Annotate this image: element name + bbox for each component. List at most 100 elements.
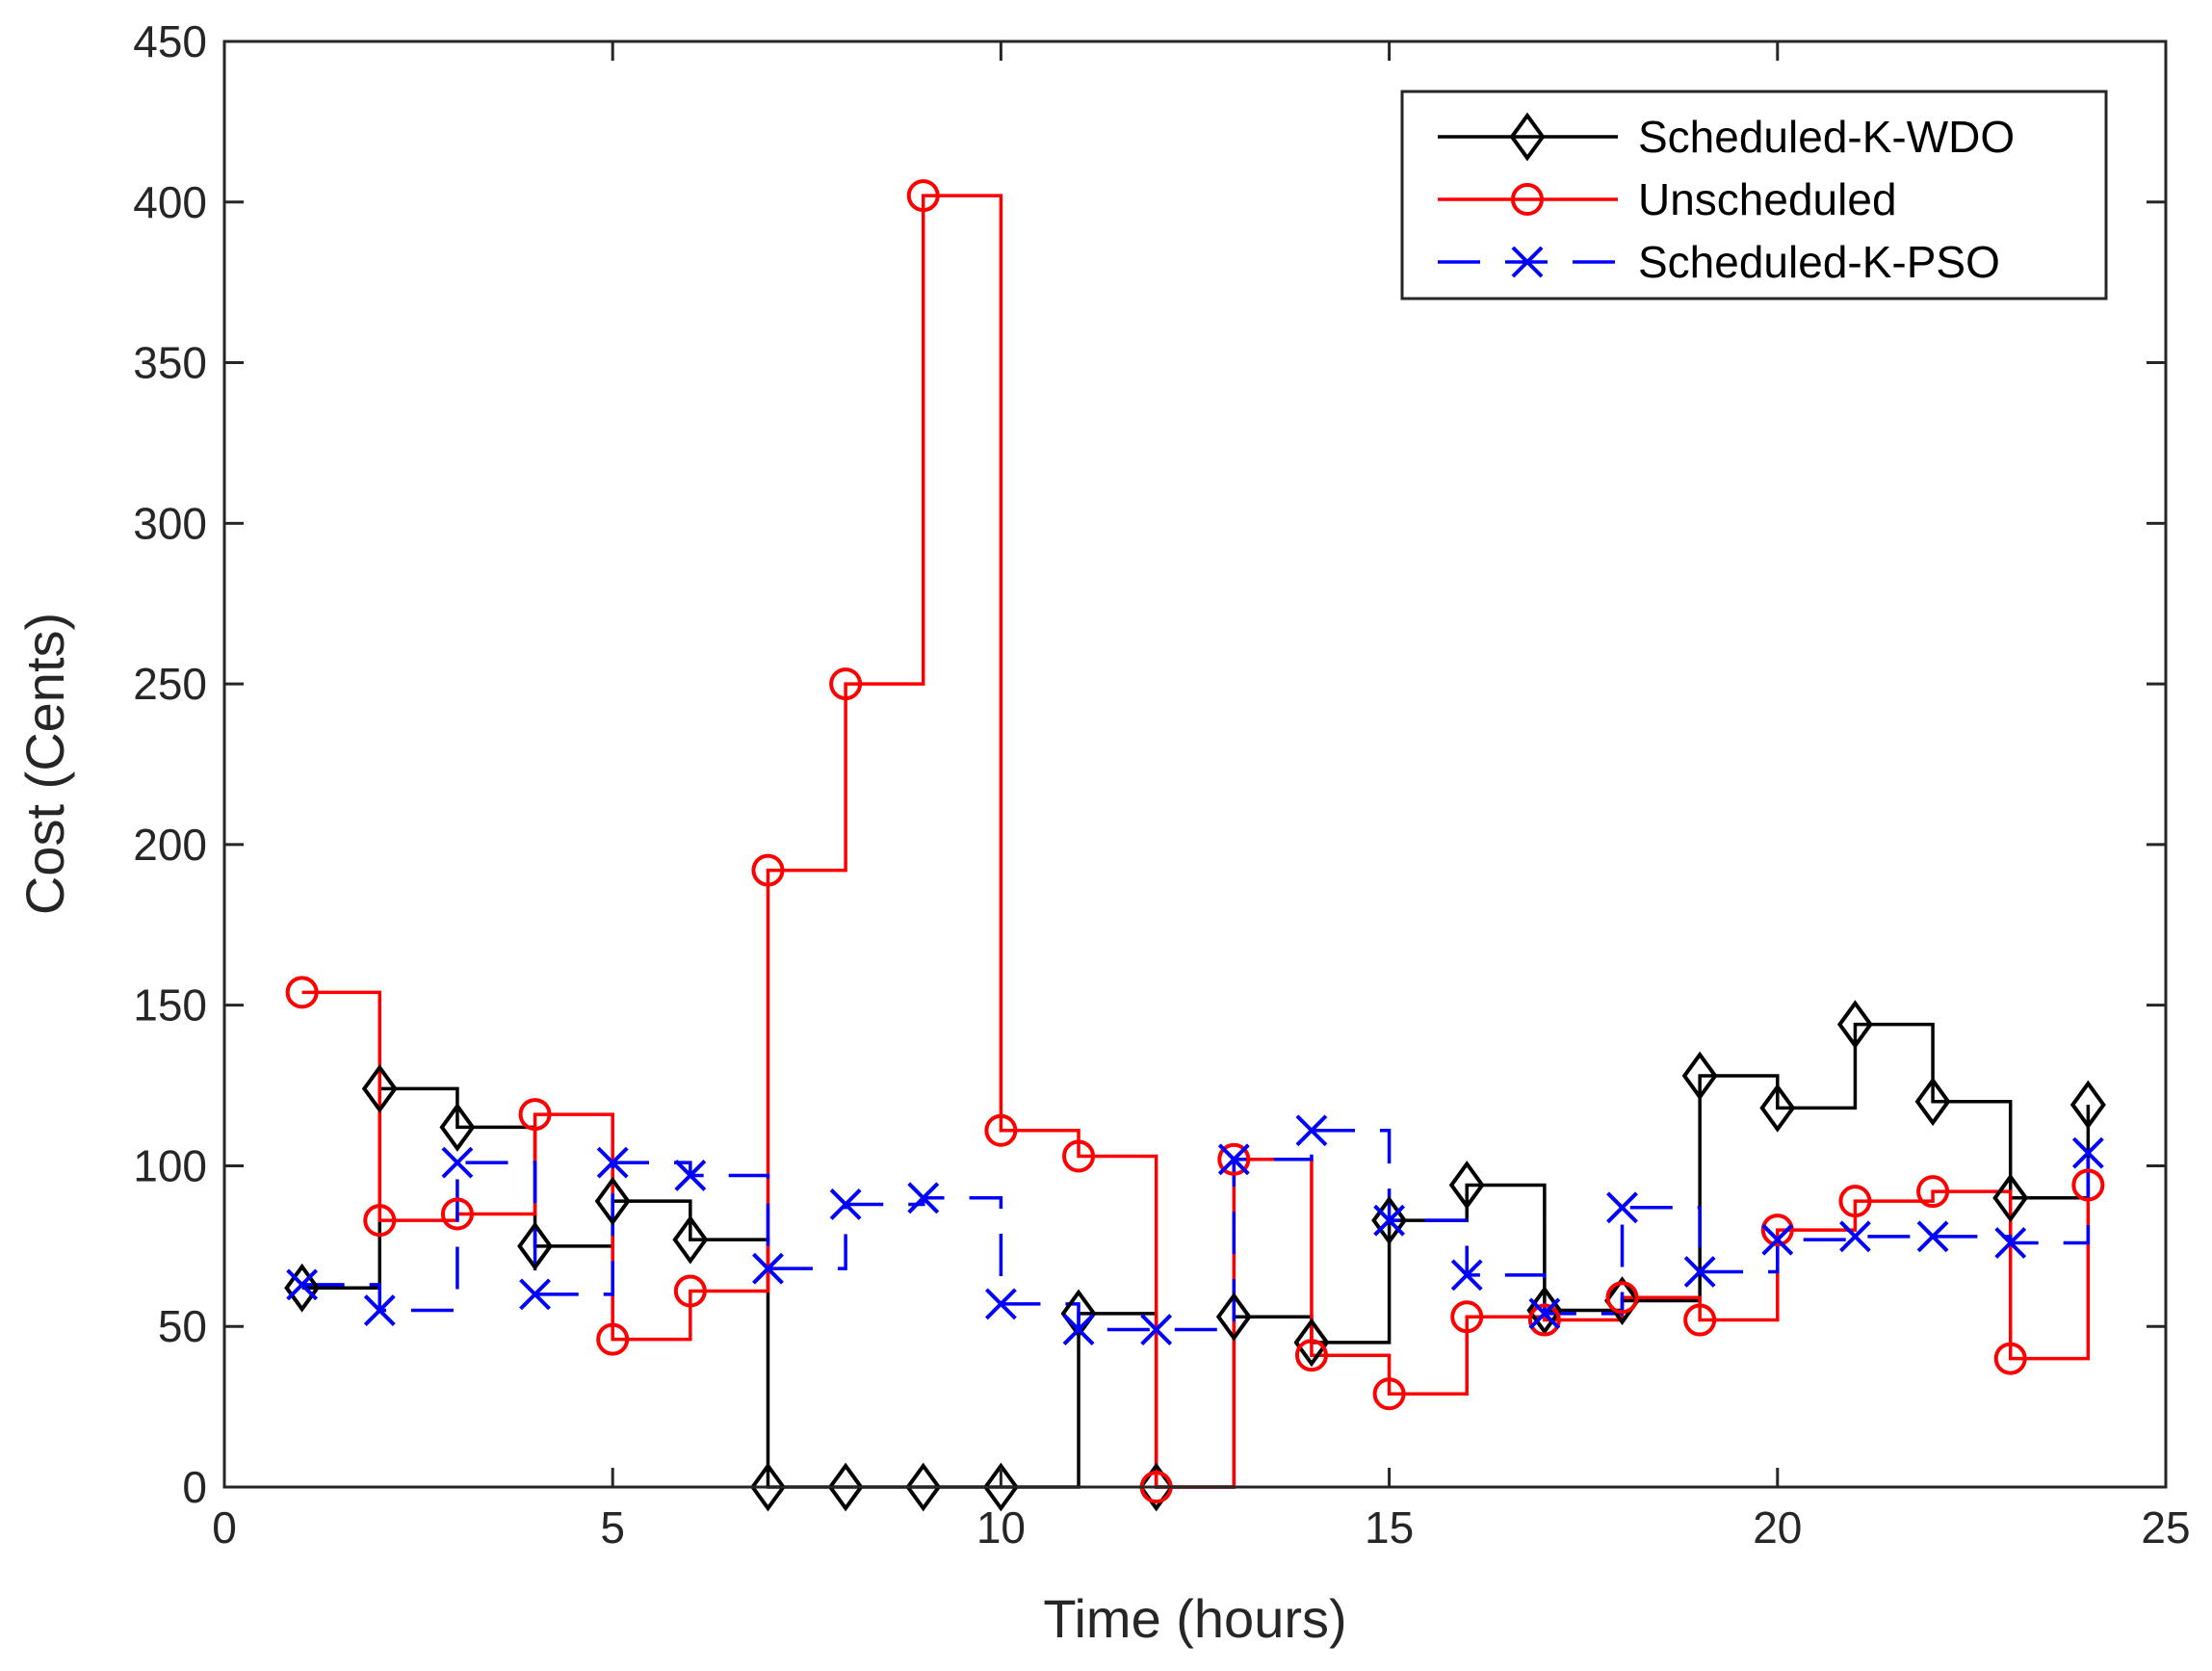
data-point-scheduled-k-wdo: [982, 1462, 1019, 1512]
y-tick-label: 250: [133, 659, 207, 709]
data-point-unscheduled: [751, 853, 785, 887]
data-point-unscheduled: [1683, 1303, 1717, 1337]
data-point-scheduled-k-wdo: [1681, 1051, 1718, 1101]
data-point-unscheduled: [1217, 1142, 1251, 1176]
data-point-scheduled-k-pso: [441, 1146, 474, 1179]
y-tick-label: 0: [182, 1462, 207, 1512]
data-point-scheduled-k-wdo: [284, 1263, 321, 1313]
data-point-scheduled-k-pso: [1683, 1256, 1716, 1288]
data-point-scheduled-k-wdo: [2069, 1080, 2106, 1130]
data-point-scheduled-k-pso: [984, 1288, 1017, 1320]
data-point-scheduled-k-wdo: [905, 1462, 942, 1512]
x-tick-label: 10: [976, 1502, 1026, 1553]
data-point-unscheduled: [285, 976, 319, 1009]
data-point-scheduled-k-pso: [1839, 1220, 1871, 1253]
data-point-scheduled-k-wdo: [594, 1176, 631, 1226]
data-point-unscheduled: [1916, 1175, 1950, 1209]
y-tick-label: 100: [133, 1140, 207, 1190]
data-point-unscheduled: [363, 1204, 397, 1238]
data-point-scheduled-k-pso: [1606, 1191, 1638, 1224]
data-point-scheduled-k-pso: [1916, 1220, 1949, 1253]
data-point-unscheduled: [1605, 1281, 1639, 1315]
x-tick-label: 5: [600, 1502, 625, 1553]
data-point-scheduled-k-wdo: [1293, 1318, 1330, 1368]
legend-marker-scheduled-k-pso: [1511, 246, 1544, 278]
y-tick-label: 50: [158, 1301, 207, 1351]
data-point-unscheduled: [440, 1197, 474, 1231]
x-tick-label: 20: [1753, 1502, 1802, 1553]
data-point-scheduled-k-wdo: [1060, 1289, 1097, 1339]
x-tick-label: 25: [2141, 1502, 2190, 1553]
data-point-scheduled-k-wdo: [1448, 1161, 1485, 1210]
legend-marker-scheduled-k-wdo: [1509, 112, 1546, 162]
marker-layer: [284, 179, 2106, 1512]
data-point-scheduled-k-wdo: [1914, 1077, 1951, 1127]
data-point-unscheduled: [984, 1113, 1018, 1147]
data-point-scheduled-k-pso: [1528, 1297, 1561, 1330]
data-point-scheduled-k-wdo: [361, 1063, 398, 1113]
y-tick-label: 300: [133, 498, 207, 548]
data-point-scheduled-k-wdo: [672, 1214, 709, 1265]
y-tick-label: 400: [133, 177, 207, 227]
y-tick-label: 450: [133, 16, 207, 66]
data-point-scheduled-k-pso: [1450, 1259, 1483, 1292]
data-point-unscheduled: [829, 667, 863, 701]
data-point-scheduled-k-pso: [1295, 1114, 1328, 1147]
data-point-unscheduled: [673, 1274, 707, 1308]
data-point-scheduled-k-wdo: [1759, 1084, 1796, 1133]
data-point-scheduled-k-pso: [519, 1278, 551, 1311]
data-point-scheduled-k-pso: [1062, 1314, 1095, 1345]
data-point-unscheduled: [1372, 1377, 1406, 1411]
y-tick-label: 200: [133, 820, 207, 870]
data-point-scheduled-k-wdo: [1371, 1195, 1408, 1245]
data-point-scheduled-k-pso: [286, 1268, 319, 1301]
data-point-unscheduled: [1062, 1139, 1096, 1173]
data-point-scheduled-k-pso: [1140, 1314, 1173, 1345]
data-point-scheduled-k-wdo: [1604, 1276, 1640, 1325]
y-tick-label: 150: [133, 980, 207, 1031]
data-point-scheduled-k-pso: [363, 1294, 396, 1326]
legend: Scheduled-K-WDO Unscheduled Scheduled-K-PS…: [1400, 90, 2108, 300]
data-point-scheduled-k-pso: [1994, 1227, 2027, 1259]
data-point-unscheduled: [1760, 1214, 1794, 1247]
data-point-unscheduled: [1838, 1185, 1872, 1218]
series-line-scheduled-k-pso: [301, 1129, 2091, 1332]
data-point-scheduled-k-wdo: [439, 1103, 476, 1152]
data-point-unscheduled: [906, 179, 940, 213]
data-point-unscheduled: [1450, 1300, 1484, 1334]
data-point-unscheduled: [1993, 1342, 2027, 1375]
y-tick-label: 350: [133, 338, 207, 388]
data-point-scheduled-k-wdo: [1138, 1462, 1175, 1512]
data-point-scheduled-k-pso: [674, 1160, 707, 1191]
legend-label-scheduled-k-pso: Scheduled-K-PSO: [1638, 237, 2000, 287]
y-axis-title: Cost (Cents): [14, 613, 75, 915]
data-point-scheduled-k-pso: [829, 1188, 862, 1220]
x-tick-label: 0: [212, 1502, 237, 1553]
data-point-scheduled-k-wdo: [1215, 1292, 1252, 1342]
x-tick-label: 15: [1365, 1502, 1414, 1553]
data-point-scheduled-k-pso: [1373, 1204, 1406, 1237]
data-point-scheduled-k-pso: [1761, 1223, 1794, 1256]
data-point-unscheduled: [1294, 1339, 1328, 1372]
legend-label-unscheduled: Unscheduled: [1638, 174, 1897, 224]
data-point-scheduled-k-pso: [752, 1252, 784, 1285]
data-point-scheduled-k-wdo: [827, 1462, 864, 1512]
data-point-scheduled-k-wdo: [750, 1462, 786, 1512]
data-point-unscheduled: [2071, 1168, 2105, 1202]
legend-marker-unscheduled: [1511, 183, 1544, 216]
plot-area-frame: [222, 39, 2168, 1489]
data-point-scheduled-k-pso: [596, 1146, 629, 1179]
data-point-scheduled-k-wdo: [1992, 1173, 2029, 1223]
data-point-scheduled-k-pso: [2071, 1136, 2104, 1169]
data-point-unscheduled: [1527, 1303, 1561, 1337]
data-point-unscheduled: [596, 1322, 630, 1356]
x-axis-title: Time (hours): [1043, 1588, 1346, 1649]
data-point-scheduled-k-wdo: [1836, 1000, 1873, 1050]
data-point-scheduled-k-pso: [907, 1182, 940, 1214]
data-point-scheduled-k-pso: [1217, 1143, 1250, 1176]
legend-label-scheduled-k-wdo: Scheduled-K-WDO: [1638, 112, 2015, 162]
data-point-unscheduled: [518, 1098, 552, 1132]
data-point-scheduled-k-wdo: [517, 1221, 554, 1271]
